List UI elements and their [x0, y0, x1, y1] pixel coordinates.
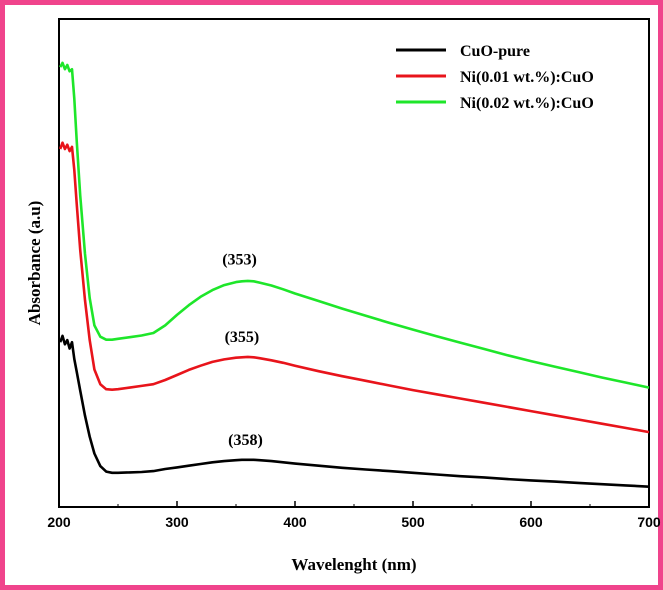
- y-axis-title: Absorbance (a.u): [25, 201, 44, 326]
- plot-area: [58, 18, 650, 508]
- peak-annotation: (358): [228, 432, 263, 449]
- x-tick-label: 200: [47, 514, 71, 530]
- series-layer: [58, 61, 650, 488]
- series-line-1: [58, 141, 650, 434]
- x-tick-label: 600: [519, 514, 543, 530]
- legend: CuO-pure Ni(0.01 wt.%):CuO Ni(0.02 wt.%)…: [396, 43, 594, 112]
- x-tick-label: 700: [637, 514, 661, 530]
- x-axis-ticks: 200 300 400 500 600 700: [47, 501, 661, 530]
- x-tick-label: 400: [283, 514, 307, 530]
- legend-label-cuo-pure: CuO-pure: [460, 43, 530, 60]
- peak-annotation: (355): [225, 329, 260, 346]
- peak-annotation: (353): [222, 252, 257, 269]
- x-axis-title: Wavelenght (nm): [291, 555, 416, 574]
- series-line-2: [59, 61, 650, 389]
- series-line-0: [58, 334, 650, 488]
- legend-label-ni-001: Ni(0.01 wt.%):CuO: [460, 69, 594, 86]
- x-tick-label: 300: [165, 514, 189, 530]
- x-tick-label: 500: [401, 514, 425, 530]
- legend-label-ni-002: Ni(0.02 wt.%):CuO: [460, 95, 594, 112]
- annotation-layer: (353) (355) (358): [222, 252, 263, 450]
